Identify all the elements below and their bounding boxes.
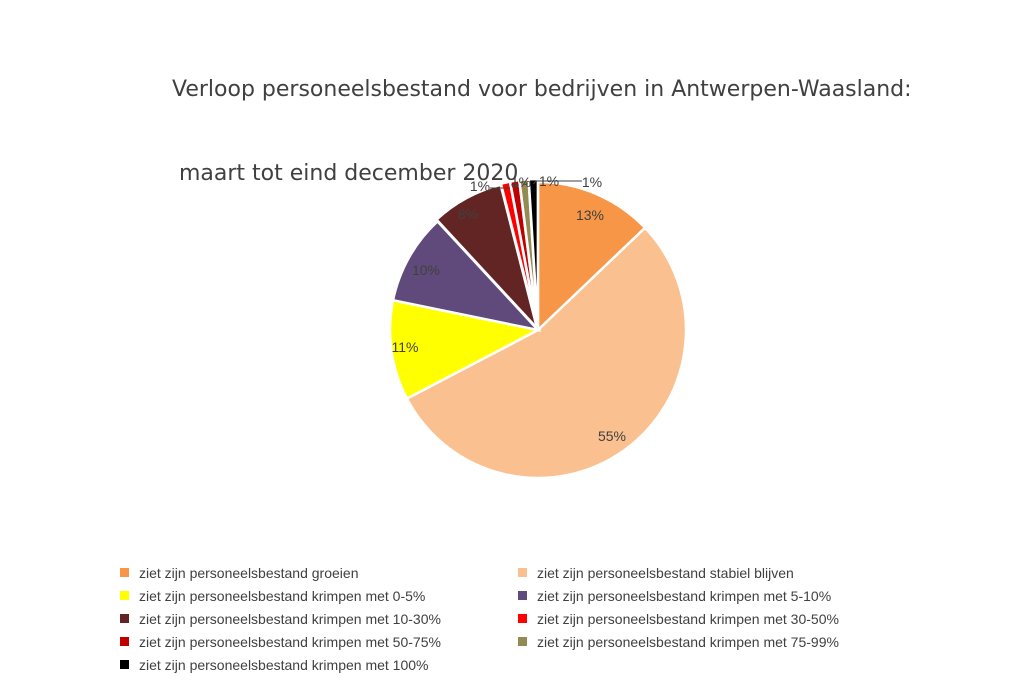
legend-item: ziet zijn personeelsbestand krimpen met … bbox=[120, 585, 518, 606]
pie-slice-stabiel-blijven bbox=[405, 226, 688, 480]
legend-item: ziet zijn personeelsbestand krimpen met … bbox=[120, 631, 518, 652]
chart-title: Verloop personeelsbestand voor bedrijven… bbox=[172, 20, 912, 216]
legend-item: ziet zijn personeelsbestand krimpen met … bbox=[120, 608, 518, 629]
legend-label: ziet zijn personeelsbestand krimpen met … bbox=[139, 633, 441, 650]
legend-label: ziet zijn personeelsbestand krimpen met … bbox=[139, 587, 426, 604]
legend-label: ziet zijn personeelsbestand krimpen met … bbox=[537, 633, 839, 650]
legend-item: ziet zijn personeelsbestand krimpen met … bbox=[518, 608, 918, 629]
data-label: 1% bbox=[582, 174, 602, 190]
legend-label: ziet zijn personeelsbestand krimpen met … bbox=[537, 610, 839, 627]
data-label: 11% bbox=[392, 339, 419, 355]
legend-label: ziet zijn personeelsbestand groeien bbox=[139, 564, 359, 581]
chart-subtitle: maart tot eind december 2020 bbox=[172, 161, 519, 186]
legend-label: ziet zijn personeelsbestand krimpen met … bbox=[139, 610, 441, 627]
data-label: 55% bbox=[598, 428, 626, 444]
pie-slice-krimpen-met-100 bbox=[527, 177, 540, 328]
leader-line bbox=[533, 180, 582, 185]
data-label: 13% bbox=[576, 207, 604, 223]
legend-swatch bbox=[120, 568, 129, 577]
data-label: 1% bbox=[511, 174, 531, 190]
legend-swatch bbox=[518, 591, 527, 600]
legend-label: ziet zijn personeelsbestand krimpen met … bbox=[537, 587, 832, 604]
data-label: 10% bbox=[412, 262, 440, 278]
pie-slice-groeien bbox=[536, 180, 647, 333]
data-label: 1% bbox=[539, 173, 559, 189]
legend-item: ziet zijn personeelsbestand krimpen met … bbox=[518, 631, 918, 652]
legend-item: ziet zijn personeelsbestand krimpen met … bbox=[518, 585, 918, 606]
legend-swatch bbox=[120, 637, 129, 646]
leader-line bbox=[490, 186, 511, 189]
legend-item: ziet zijn personeelsbestand krimpen met … bbox=[120, 654, 518, 675]
pie-chart: 13% 55% 11% 10% 8% 1% 1% 1% 1% bbox=[388, 173, 688, 480]
chart-title-line-1: Verloop personeelsbestand voor bedrijven… bbox=[172, 77, 912, 102]
pie-slice-krimpen-met-0-5 bbox=[388, 298, 542, 401]
legend-label: ziet zijn personeelsbestand krimpen met … bbox=[139, 656, 429, 673]
chart-legend: ziet zijn personeelsbestand groeien ziet … bbox=[120, 562, 940, 675]
legend-swatch bbox=[518, 637, 527, 646]
legend-label: ziet zijn personeelsbestand stabiel blij… bbox=[537, 564, 794, 581]
legend-swatch bbox=[120, 660, 129, 669]
legend-swatch bbox=[120, 591, 129, 600]
legend-swatch bbox=[518, 614, 527, 623]
data-label: 8% bbox=[458, 206, 478, 222]
legend-swatch bbox=[518, 568, 527, 577]
legend-item: ziet zijn personeelsbestand stabiel blij… bbox=[518, 562, 918, 583]
legend-item: ziet zijn personeelsbestand groeien bbox=[120, 562, 518, 583]
data-label: 1% bbox=[470, 178, 490, 194]
legend-swatch bbox=[120, 614, 129, 623]
pie-slice-krimpen-met-5-10 bbox=[391, 219, 542, 333]
